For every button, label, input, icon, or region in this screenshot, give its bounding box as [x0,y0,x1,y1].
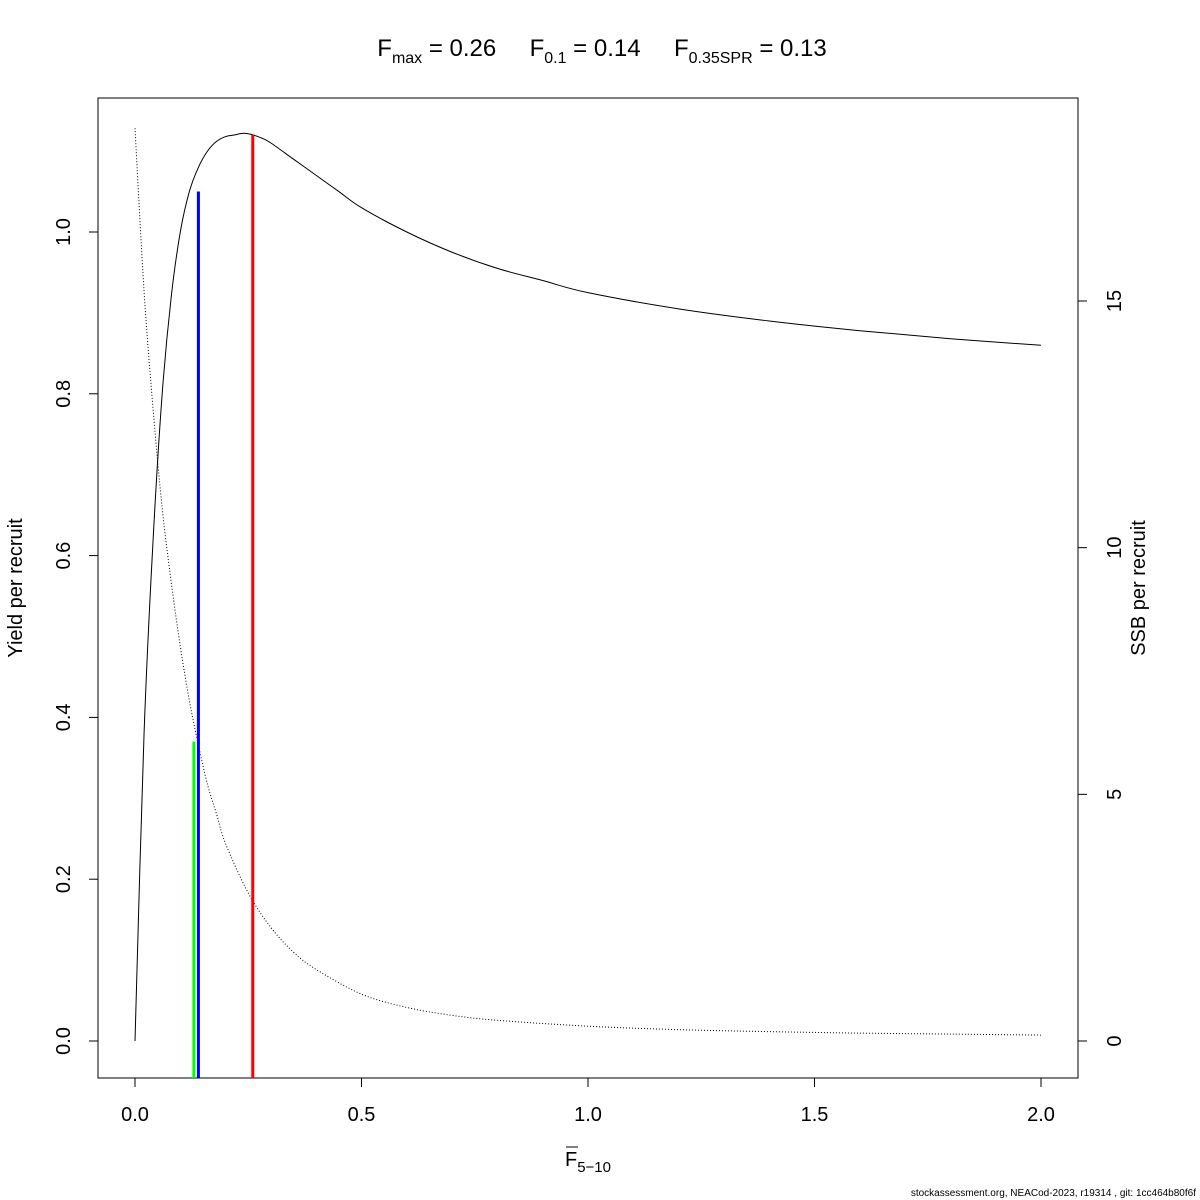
x-axis-title: F5−10 [565,1149,611,1176]
title-fmax-sub: max [392,50,422,67]
y-left-tick-label: 0.8 [53,380,75,408]
chart-title: Fmax = 0.26 F0.1 = 0.14 F0.35SPR = 0.13 [377,35,826,67]
y-left-tick-label: 0.0 [53,1027,75,1055]
x-axis: 0.0 0.5 1.0 1.5 2.0 [121,1078,1055,1126]
y-right-tick-label: 0 [1104,1035,1126,1046]
y-left-tick-label: 1.0 [53,218,75,246]
title-fspr-symbol: F [674,35,689,62]
x-tick-label: 0.5 [348,1104,376,1126]
ssb-per-recruit-line [134,128,1042,1036]
title-fspr-sub: 0.35SPR [689,50,753,67]
y-right-tick-label: 15 [1104,290,1126,312]
title-f01-sub: 0.1 [544,50,566,67]
title-f01-symbol: F [530,35,545,62]
y-left-tick-label: 0.2 [53,865,75,893]
x-tick-label: 1.5 [801,1104,829,1126]
y-left-tick-label: 0.4 [53,703,75,731]
plot-frame [97,97,1079,1079]
y-axis-right: 0 5 10 15 [1078,290,1126,1047]
x-axis-title-symbol: F [565,1149,577,1171]
yield-per-recruit-line [134,132,1042,1042]
x-tick-label: 0.0 [121,1104,149,1126]
x-tick-label: 1.0 [574,1104,602,1126]
y-left-tick-label: 0.6 [53,542,75,570]
y-left-axis-title: Yield per recruit [5,518,27,658]
y-right-tick-label: 10 [1104,537,1126,559]
title-f01-value: 0.14 [594,35,641,62]
y-right-axis-title: SSB per recruit [1128,520,1150,656]
y-axis-left: 0.0 0.2 0.4 0.6 0.8 1.0 [53,218,98,1055]
reference-lines [192,134,255,1078]
series-layer [134,128,1042,1042]
y-right-tick-label: 5 [1104,789,1126,800]
x-axis-title-sub: 5−10 [577,1159,611,1176]
title-fmax-value: 0.26 [450,35,497,62]
x-tick-label: 2.0 [1027,1104,1055,1126]
footer-credit: stockassessment.org, NEACod-2023, r19314… [911,1188,1196,1199]
title-fmax-symbol: F [377,35,392,62]
title-fspr-value: 0.13 [780,35,827,62]
